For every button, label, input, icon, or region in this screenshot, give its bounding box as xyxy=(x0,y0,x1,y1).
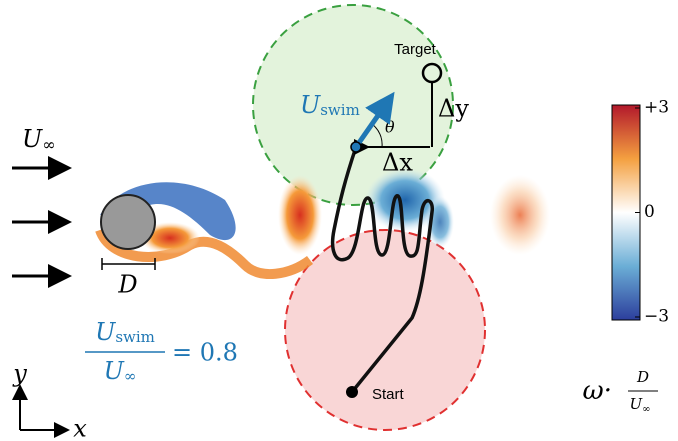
colorbar-tick-label: 0 xyxy=(644,202,655,222)
svg-text:U∞: U∞ xyxy=(630,395,651,415)
svg-text:D: D xyxy=(636,368,649,386)
svg-text:Uswim: Uswim xyxy=(95,318,155,347)
speed-ratio: Uswim U∞ = 0.8 xyxy=(85,318,238,386)
angle-label: θ xyxy=(385,118,395,137)
colorbar-label: ω· D U∞ xyxy=(583,368,658,415)
start-label: Start xyxy=(372,386,405,403)
x-axis-label: x xyxy=(73,415,87,441)
dy-label: Δy xyxy=(438,95,469,123)
diameter xyxy=(101,258,156,270)
svg-text:ω·: ω· xyxy=(583,376,612,406)
target-label: Target xyxy=(394,41,437,58)
colorbar-tick-label: −3 xyxy=(644,307,669,327)
y-axis-label: y xyxy=(12,360,27,388)
start-point xyxy=(346,386,358,398)
axes-glyph xyxy=(12,384,70,438)
swimmer xyxy=(350,141,362,153)
swim-arrow xyxy=(353,91,395,149)
svg-text:U∞: U∞ xyxy=(104,357,137,386)
diameter-label: D xyxy=(117,271,137,299)
offsets xyxy=(354,82,433,155)
freestream-arrows xyxy=(12,156,72,288)
dx-label: Δx xyxy=(382,149,413,177)
freestream-label: U∞ xyxy=(22,125,56,154)
flow-field xyxy=(95,4,550,431)
svg-text:= 0.8: = 0.8 xyxy=(172,339,238,367)
swim-label: Uswim xyxy=(300,91,360,120)
colorbar-tick-label: +3 xyxy=(644,98,669,118)
trajectory xyxy=(330,146,435,394)
